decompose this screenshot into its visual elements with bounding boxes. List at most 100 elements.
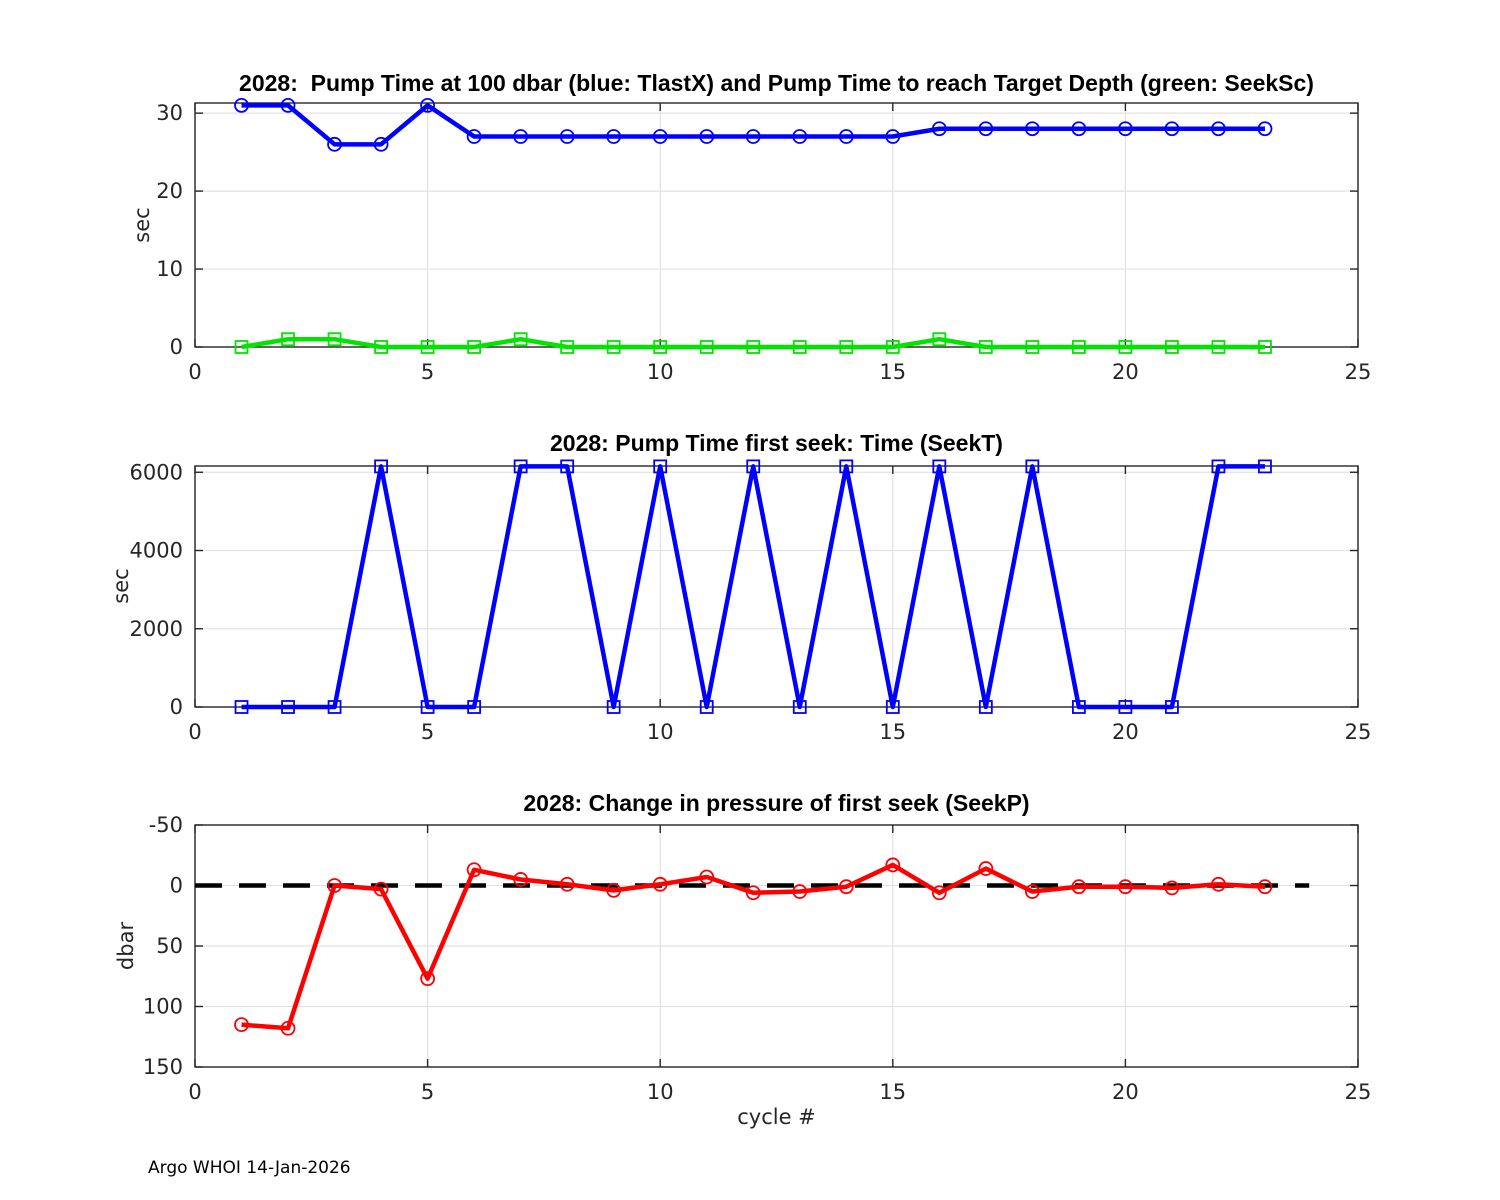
marker-TlastX bbox=[978, 121, 994, 137]
marker-SeekSc bbox=[1071, 340, 1086, 354]
y-tick-label: 20 bbox=[156, 179, 183, 203]
marker-TlastX bbox=[466, 129, 482, 144]
marker-TlastX bbox=[652, 129, 668, 144]
plot-box bbox=[194, 824, 1359, 1068]
x-tick-label: 0 bbox=[188, 720, 201, 744]
marker-TlastX bbox=[1164, 121, 1180, 137]
marker-SeekT bbox=[1025, 459, 1040, 474]
y-tick-label: 150 bbox=[143, 1055, 183, 1079]
chart1-title: 2028: Pump Time at 100 dbar (blue: Tlast… bbox=[239, 70, 1314, 96]
marker-TlastX bbox=[280, 97, 296, 113]
marker-SeekT bbox=[932, 459, 947, 474]
marker-SeekSc bbox=[234, 340, 249, 354]
marker-TlastX bbox=[1257, 121, 1273, 137]
marker-SeekSc bbox=[560, 340, 575, 354]
marker-TlastX bbox=[745, 129, 761, 144]
y-tick-label: 50 bbox=[156, 934, 183, 958]
series-line-SeekSc bbox=[241, 336, 1265, 350]
marker-SeekT bbox=[420, 700, 435, 714]
marker-SeekT bbox=[374, 459, 388, 474]
x-tick-label: 5 bbox=[421, 360, 434, 384]
marker-TlastX bbox=[420, 97, 436, 113]
y-tick-label: 30 bbox=[156, 101, 183, 125]
marker-SeekP bbox=[1071, 879, 1087, 895]
x-tick-label: 20 bbox=[1112, 360, 1139, 384]
marker-SeekT bbox=[1211, 459, 1226, 474]
marker-SeekT bbox=[1118, 700, 1133, 714]
x-tick-label: 20 bbox=[1112, 1080, 1139, 1104]
marker-SeekP bbox=[699, 869, 715, 885]
marker-SeekP bbox=[234, 1017, 249, 1033]
x-tick-label: 25 bbox=[1345, 720, 1372, 744]
y-tick-label: 100 bbox=[143, 995, 183, 1019]
x-tick-label: 10 bbox=[647, 1080, 674, 1104]
y-tick-label: 2000 bbox=[130, 617, 183, 641]
y-tick-label: 4000 bbox=[130, 539, 183, 563]
marker-SeekT bbox=[885, 700, 900, 714]
marker-TlastX bbox=[606, 129, 622, 144]
marker-SeekP bbox=[652, 876, 668, 892]
marker-SeekT bbox=[606, 700, 621, 714]
marker-SeekSc bbox=[327, 332, 342, 347]
x-tick-label: 10 bbox=[647, 360, 674, 384]
marker-SeekT bbox=[699, 700, 714, 714]
y-tick-label: 0 bbox=[170, 695, 183, 719]
marker-SeekT bbox=[513, 459, 528, 474]
marker-TlastX bbox=[699, 129, 715, 144]
marker-SeekP bbox=[606, 882, 622, 898]
series-line-SeekT bbox=[241, 464, 1265, 710]
marker-SeekSc bbox=[839, 340, 854, 354]
marker-SeekSc bbox=[792, 340, 807, 354]
marker-SeekT bbox=[792, 700, 807, 714]
marker-SeekT bbox=[234, 700, 249, 714]
y-tick-label: 0 bbox=[170, 335, 183, 359]
marker-SeekSc bbox=[885, 340, 900, 354]
x-tick-label: 15 bbox=[879, 720, 906, 744]
chart1-ylabel: sec bbox=[130, 207, 154, 243]
marker-SeekT bbox=[1258, 459, 1272, 474]
marker-SeekP bbox=[885, 857, 901, 873]
x-tick-label: 5 bbox=[421, 720, 434, 744]
marker-SeekSc bbox=[932, 332, 947, 347]
marker-TlastX bbox=[327, 136, 342, 152]
marker-SeekSc bbox=[746, 340, 761, 354]
marker-TlastX bbox=[792, 129, 808, 144]
marker-SeekSc bbox=[513, 332, 528, 347]
y-tick-label: -50 bbox=[149, 813, 183, 837]
marker-SeekP bbox=[1118, 879, 1133, 895]
chart3-xlabel: cycle # bbox=[737, 1105, 816, 1129]
x-tick-label: 10 bbox=[647, 720, 674, 744]
series-line-SeekP bbox=[241, 862, 1266, 1031]
plot-box bbox=[194, 465, 1359, 708]
marker-SeekP bbox=[373, 881, 389, 897]
marker-SeekP bbox=[466, 862, 482, 878]
marker-TlastX bbox=[931, 121, 947, 137]
marker-SeekT bbox=[281, 700, 295, 714]
chart2-ylabel: sec bbox=[109, 568, 133, 604]
x-tick-label: 15 bbox=[879, 360, 906, 384]
marker-SeekT bbox=[978, 700, 993, 714]
marker-SeekSc bbox=[420, 340, 435, 354]
marker-SeekT bbox=[1071, 700, 1086, 714]
marker-TlastX bbox=[1024, 121, 1040, 137]
chart2-title: 2028: Pump Time first seek: Time (SeekT) bbox=[550, 430, 1003, 456]
marker-TlastX bbox=[885, 129, 901, 144]
marker-TlastX bbox=[559, 129, 575, 144]
y-tick-label: 0 bbox=[170, 874, 183, 898]
marker-TlastX bbox=[1211, 121, 1226, 137]
marker-SeekSc bbox=[699, 340, 714, 354]
marker-SeekP bbox=[513, 872, 529, 887]
marker-SeekT bbox=[467, 700, 482, 714]
marker-SeekP bbox=[1164, 880, 1180, 896]
marker-SeekSc bbox=[467, 340, 482, 354]
marker-SeekT bbox=[653, 459, 668, 474]
marker-SeekP bbox=[978, 861, 994, 876]
marker-SeekSc bbox=[653, 340, 668, 354]
marker-SeekT bbox=[746, 459, 761, 474]
marker-SeekSc bbox=[1118, 340, 1133, 354]
marker-TlastX bbox=[1071, 121, 1087, 137]
marker-SeekP bbox=[792, 884, 808, 899]
